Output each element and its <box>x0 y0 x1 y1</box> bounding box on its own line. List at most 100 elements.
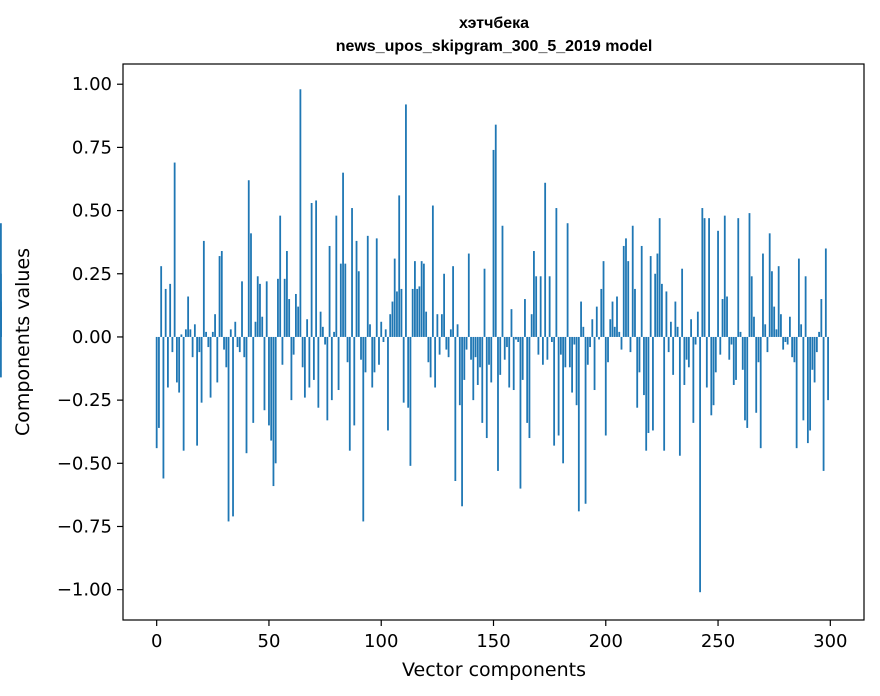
bar-component-229 <box>669 321 672 337</box>
bar-component-236 <box>685 336 688 360</box>
bar-component-61 <box>292 336 295 355</box>
bar-component-22 <box>205 331 207 337</box>
bar-component-228 <box>667 336 670 353</box>
bar-component-50 <box>268 336 270 426</box>
bar-component-7 <box>171 336 174 353</box>
bar-component-254 <box>726 296 728 337</box>
bar-component-297 <box>822 336 825 471</box>
bar-component-185 <box>571 336 573 393</box>
x-tick-label-200: 200 <box>589 631 623 652</box>
x-tick-label-100: 100 <box>364 631 398 652</box>
bar-component-184 <box>568 336 571 368</box>
bar-component-145 <box>481 336 484 423</box>
bar-component-12 <box>182 336 185 451</box>
bar-component-240 <box>694 336 697 345</box>
bar-component-1 <box>158 336 160 428</box>
bar-component-245 <box>705 336 708 388</box>
bar-component-233 <box>678 336 681 456</box>
bar-component-28 <box>218 256 221 337</box>
bar-component-103 <box>387 336 389 431</box>
bar-component-218 <box>645 336 648 451</box>
bar-component-144 <box>479 336 481 368</box>
bar-component-183 <box>566 223 569 337</box>
bar-component-126 <box>438 336 441 355</box>
bar-component-33 <box>229 329 232 337</box>
bar-component-127 <box>440 314 443 337</box>
bar-component-68 <box>308 336 311 388</box>
bar-component-8 <box>173 162 176 337</box>
bar-component-252 <box>721 299 724 337</box>
bar-component-261 <box>741 336 744 370</box>
bar-component-123 <box>431 205 434 337</box>
bar-component-128 <box>443 273 445 337</box>
bar-component-267 <box>755 336 758 413</box>
bar-component-234 <box>681 268 684 337</box>
bar-component-64 <box>299 89 302 337</box>
bar-component-223 <box>656 253 659 337</box>
bar-component-279 <box>782 336 785 350</box>
bar-component-95 <box>369 324 371 337</box>
bar-component-282 <box>789 316 791 337</box>
bar-component-75 <box>324 336 326 345</box>
bar-component-271 <box>764 324 767 337</box>
bar-component-142 <box>474 336 477 358</box>
bar-component-107 <box>396 291 398 337</box>
bar-component-39 <box>243 336 246 358</box>
bar-component-79 <box>333 331 335 337</box>
bar-component-122 <box>429 336 432 378</box>
bar-component-211 <box>629 336 632 353</box>
x-axis-ticks: 0 50 100 150 200 250 300 <box>151 620 847 652</box>
bar-component-4 <box>164 288 167 337</box>
bar-component-115 <box>414 261 416 337</box>
bar-component-83 <box>342 172 344 337</box>
y-tick-label-5: −0.25 <box>57 390 112 411</box>
bar-component-237 <box>687 336 690 368</box>
bar-component-276 <box>775 329 778 337</box>
bar-component-31 <box>225 336 228 368</box>
x-tick-label-250: 250 <box>701 631 735 652</box>
bar-component-19 <box>198 336 201 353</box>
bar-component-3 <box>162 336 165 479</box>
bar-component-287 <box>800 324 803 337</box>
y-axis-label: Components values <box>12 248 34 436</box>
bar-component-283 <box>791 336 794 358</box>
bar-component-172 <box>542 336 544 365</box>
bar-component-18 <box>196 336 198 446</box>
bar-component-44 <box>254 321 257 337</box>
bar-component-235 <box>683 336 686 385</box>
bar-component-82 <box>339 263 342 337</box>
bar-component-207 <box>620 336 623 350</box>
bar-component-180 <box>559 336 562 355</box>
bar-component-163 <box>521 336 524 380</box>
bar-component-71 <box>315 200 318 337</box>
y-tick-label-4: 0.00 <box>72 327 112 348</box>
bar-component-160 <box>515 336 517 340</box>
bar-component-278 <box>780 314 782 337</box>
bar-component-91 <box>360 336 362 360</box>
bar-component-208 <box>622 245 625 337</box>
bar-component-222 <box>654 273 657 337</box>
bar-component-215 <box>638 336 641 373</box>
bar-component-152 <box>497 336 499 471</box>
bar-component-56 <box>281 336 284 365</box>
bar-component-117 <box>418 286 421 337</box>
bar-component-90 <box>357 271 360 337</box>
bar-component-116 <box>416 288 419 337</box>
bar-component-158 <box>510 309 513 337</box>
bar-component-202 <box>609 319 612 337</box>
bar-component-102 <box>384 329 387 337</box>
bar-component-40 <box>245 336 248 454</box>
bar-component-289 <box>804 276 807 337</box>
bar-component-124 <box>434 336 437 388</box>
x-axis-label: Vector components <box>402 659 586 681</box>
bar-component-72 <box>317 336 320 408</box>
bar-component-63 <box>297 306 300 337</box>
bar-component-132 <box>452 266 454 337</box>
bar-component-57 <box>283 278 286 337</box>
bar-component-65 <box>301 336 304 368</box>
bar-component-92 <box>362 336 365 522</box>
bar-component-125 <box>436 314 439 337</box>
bar-component-87 <box>351 208 353 337</box>
bar-component-189 <box>580 301 582 337</box>
bar-component-131 <box>449 329 452 337</box>
